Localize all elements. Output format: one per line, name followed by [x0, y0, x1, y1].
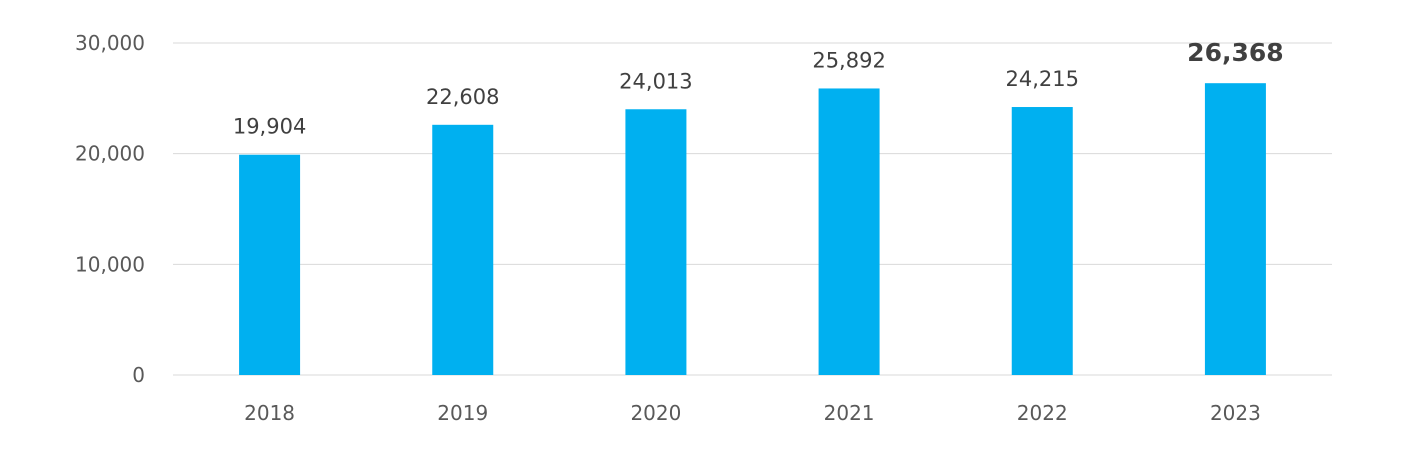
bar-2023 [1204, 83, 1266, 376]
data-label-2020: 24,013 [619, 69, 692, 93]
x-tick-label: 2019 [437, 401, 488, 425]
bar-2020 [625, 109, 687, 375]
bar-2021 [818, 88, 880, 376]
data-labels: 19,904 22,608 24,013 25,892 24,215 26,368 [233, 38, 1284, 139]
data-label-2022: 24,215 [1006, 67, 1079, 91]
y-tick-label: 0 [132, 363, 145, 387]
data-label-2023: 26,368 [1187, 38, 1283, 67]
x-tick-label: 2022 [1017, 401, 1068, 425]
bar-2019 [432, 124, 494, 375]
x-tick-label: 2020 [630, 401, 681, 425]
y-tick-label: 10,000 [75, 252, 145, 276]
y-axis-tick-labels: 0 10,000 20,000 30,000 [75, 31, 145, 387]
y-tick-label: 20,000 [75, 142, 145, 166]
gridlines [173, 42, 1332, 376]
data-label-2021: 25,892 [812, 48, 885, 72]
bars [239, 83, 1266, 376]
x-tick-label: 2021 [824, 401, 875, 425]
x-axis-tick-labels: 2018 2019 2020 2021 2022 2023 [244, 401, 1261, 425]
x-tick-label: 2023 [1210, 401, 1261, 425]
data-label-2019: 22,608 [426, 85, 499, 109]
bar-2022 [1011, 107, 1073, 376]
data-label-2018: 19,904 [233, 115, 306, 139]
y-tick-label: 30,000 [75, 31, 145, 55]
x-tick-label: 2018 [244, 401, 295, 425]
bar-2018 [239, 154, 301, 375]
